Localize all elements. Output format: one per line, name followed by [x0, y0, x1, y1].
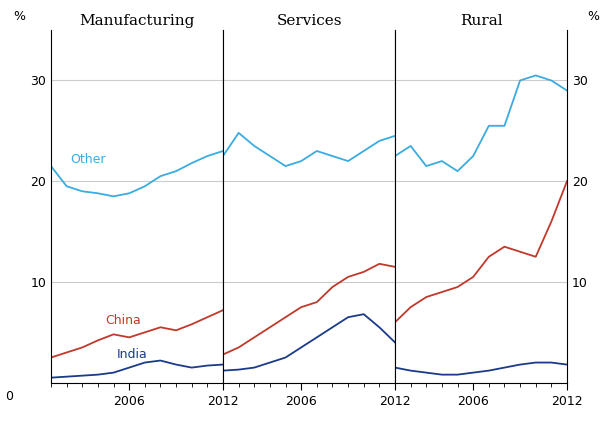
Title: Manufacturing: Manufacturing [79, 13, 194, 28]
Title: Rural: Rural [460, 13, 502, 28]
Text: 0: 0 [5, 390, 13, 403]
Text: %: % [587, 10, 599, 23]
Text: %: % [13, 10, 25, 23]
Text: Other: Other [70, 153, 105, 166]
Text: China: China [106, 314, 142, 327]
Title: Services: Services [276, 13, 342, 28]
Text: India: India [116, 347, 148, 360]
